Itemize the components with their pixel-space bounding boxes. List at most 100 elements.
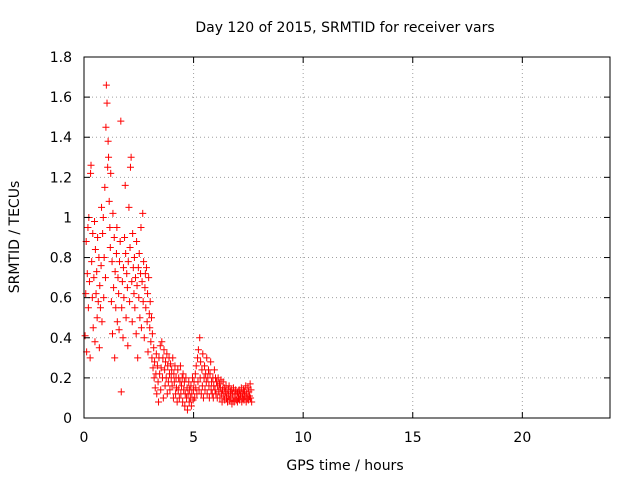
data-point [168, 366, 176, 374]
data-point [112, 250, 120, 258]
data-point [131, 304, 139, 312]
data-point [118, 304, 126, 312]
data-point [83, 270, 91, 278]
data-point [199, 350, 207, 358]
data-point [98, 318, 106, 326]
data-point [163, 390, 171, 398]
data-point [143, 318, 151, 326]
x-tick-label: 15 [404, 430, 422, 446]
data-point [87, 161, 95, 169]
data-point [159, 354, 167, 362]
data-point [188, 374, 196, 382]
data-point [155, 398, 163, 406]
data-point [130, 290, 138, 298]
data-point [199, 394, 207, 402]
data-point [129, 229, 137, 237]
data-point [118, 278, 126, 286]
data-point [164, 378, 172, 386]
data-point [133, 238, 141, 246]
data-point [124, 342, 132, 350]
data-point [146, 298, 154, 306]
data-point [159, 394, 167, 402]
data-point [121, 181, 129, 189]
data-point [102, 123, 110, 131]
data-point [135, 250, 143, 258]
data-point [95, 344, 103, 352]
data-point [99, 229, 107, 237]
data-point [139, 209, 147, 217]
data-point [91, 246, 99, 254]
data-point [84, 304, 92, 312]
data-point [158, 338, 166, 346]
data-point [126, 163, 134, 171]
data-point [151, 384, 159, 392]
data-point [144, 348, 152, 356]
data-point [93, 314, 101, 322]
data-point [142, 264, 150, 272]
data-point [108, 258, 116, 266]
data-point [246, 380, 254, 388]
data-point [247, 394, 255, 402]
data-point [123, 284, 131, 292]
data-point [211, 386, 219, 394]
data-point [141, 284, 149, 292]
data-point [101, 183, 109, 191]
data-point [120, 294, 128, 302]
data-point [136, 314, 144, 322]
data-point [108, 330, 116, 338]
data-point [102, 81, 110, 89]
y-tick-label: 0 [63, 411, 72, 427]
data-point [185, 398, 193, 406]
data-point [207, 358, 215, 366]
data-point [128, 318, 136, 326]
data-point [106, 244, 114, 252]
grid [84, 57, 610, 418]
data-point [176, 362, 184, 370]
data-point [216, 394, 224, 402]
data-point [126, 244, 134, 252]
data-point [192, 362, 200, 370]
data-point [195, 386, 203, 394]
data-point [174, 366, 182, 374]
data-point [194, 378, 202, 386]
x-tick-label: 10 [294, 430, 312, 446]
data-point [194, 354, 202, 362]
data-point [107, 169, 115, 177]
data-point [115, 326, 123, 334]
data-point [92, 290, 100, 298]
data-point [178, 382, 186, 390]
data-point [116, 258, 124, 266]
data-point [191, 370, 199, 378]
x-axis-label: GPS time / hours [286, 458, 403, 474]
data-point [106, 223, 114, 231]
data-point [179, 398, 187, 406]
data-point [247, 386, 255, 394]
data-point [148, 314, 156, 322]
data-point [114, 274, 122, 282]
data-point [117, 117, 125, 125]
y-tick-label: 0.4 [50, 331, 72, 347]
data-point [183, 406, 191, 414]
y-tick-label: 1.8 [50, 50, 72, 66]
y-tick-label: 0.8 [50, 251, 72, 267]
data-point [160, 346, 168, 354]
data-point [197, 390, 205, 398]
data-point [170, 370, 178, 378]
data-point [161, 366, 169, 374]
data-point [122, 250, 130, 258]
data-point [88, 258, 96, 266]
y-tick-label: 1 [63, 210, 72, 226]
data-point [110, 284, 118, 292]
data-point [198, 382, 206, 390]
data-point [107, 298, 115, 306]
data-point [104, 137, 112, 145]
data-point [122, 314, 130, 322]
data-points [81, 81, 256, 414]
data-point [196, 334, 204, 342]
y-tick-label: 1.4 [50, 130, 72, 146]
data-point [101, 274, 109, 282]
data-point [168, 382, 176, 390]
data-point [89, 324, 97, 332]
data-point [144, 290, 152, 298]
